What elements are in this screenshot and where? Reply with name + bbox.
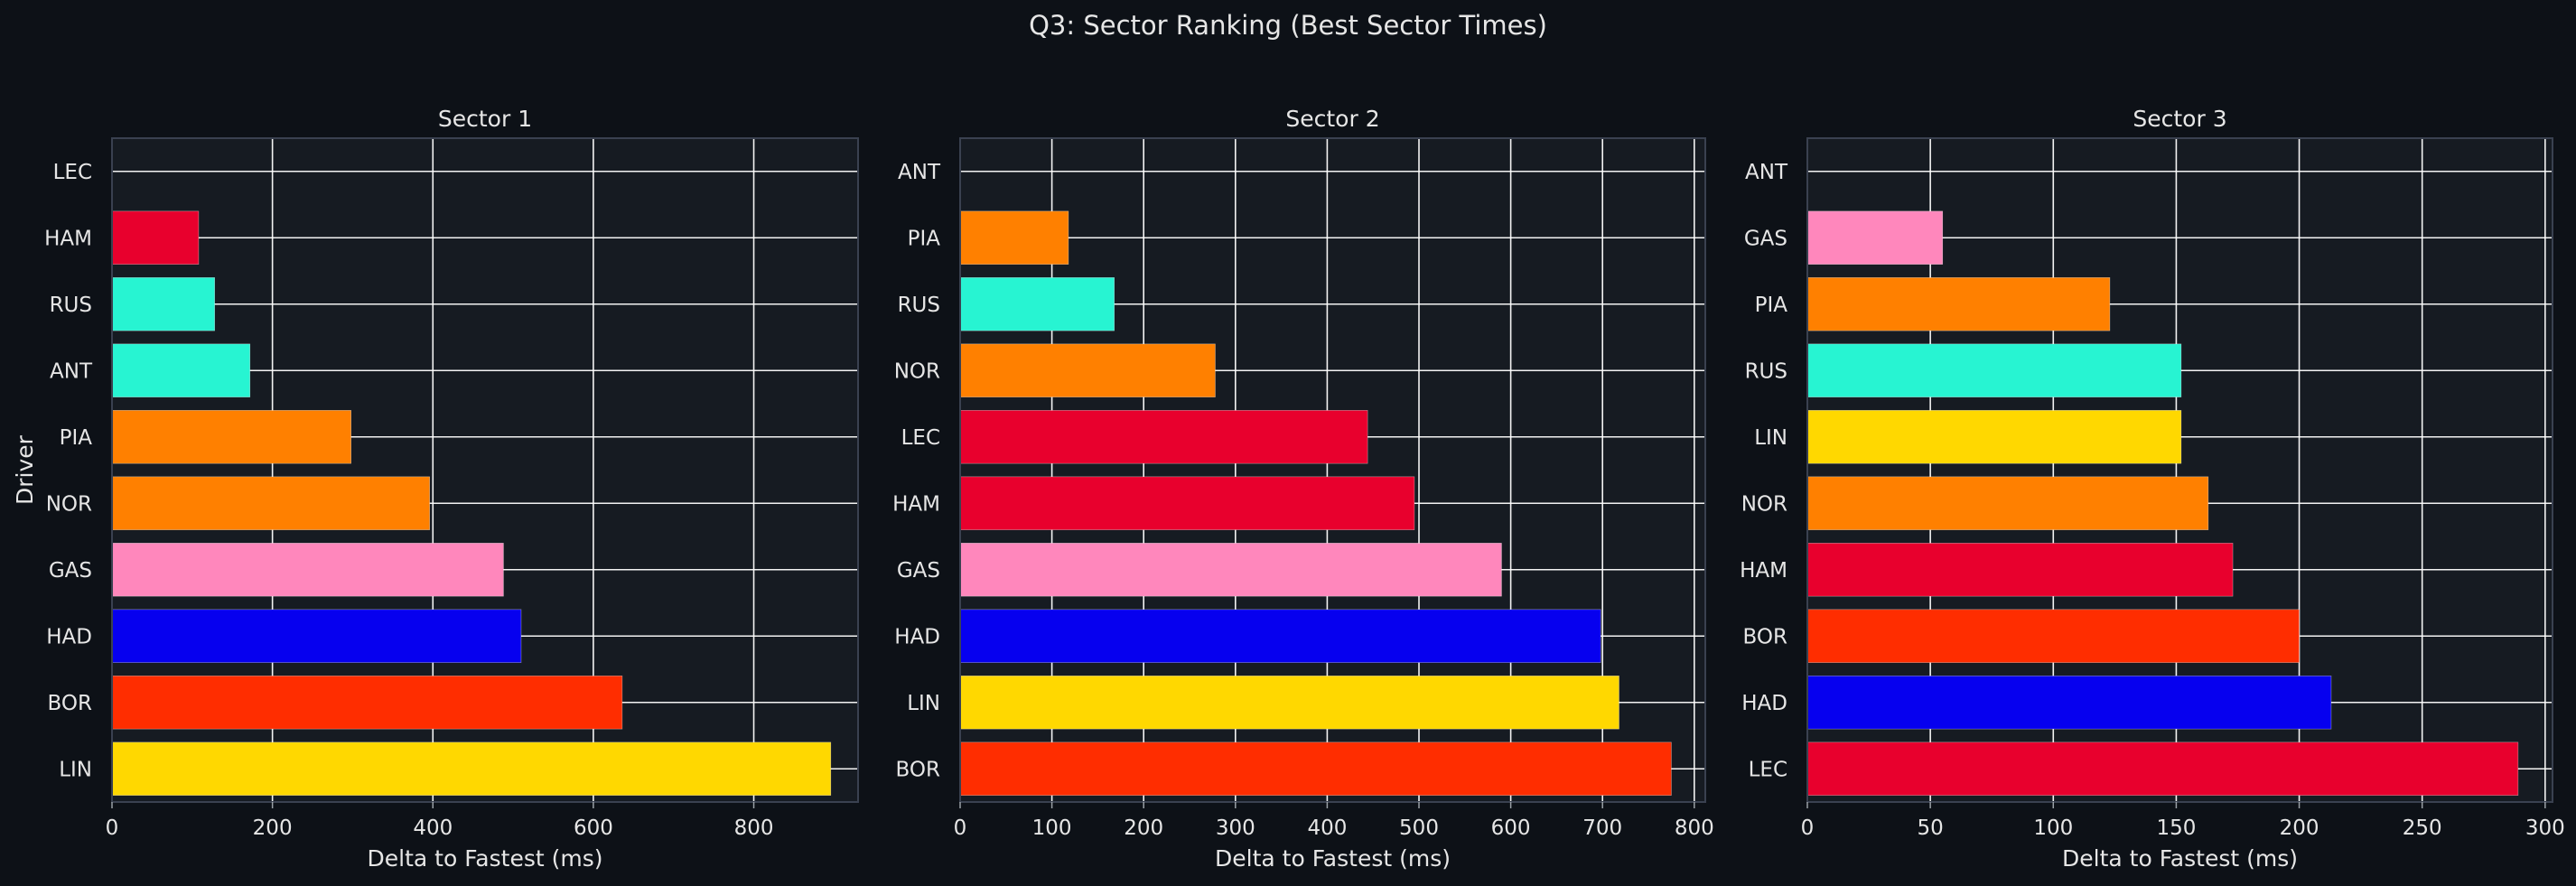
- x-tick-label: 700: [1582, 816, 1622, 840]
- bar-nor: [959, 343, 1216, 397]
- x-tick-label: 0: [1801, 816, 1815, 840]
- x-tick-label: 100: [2033, 816, 2073, 840]
- figure-title: Q3: Sector Ranking (Best Sector Times): [1029, 10, 1547, 41]
- y-tick-label: BOR: [896, 758, 940, 781]
- bar-rus: [1806, 343, 2182, 397]
- bar-lec: [1806, 741, 2519, 796]
- chart-panels: LEC HAM RUS ANT PIA NOR GAS HAD BOR LIN 0 200 400 600…: [12, 106, 2565, 872]
- y-tick-label: HAM: [44, 227, 92, 250]
- x-tick-label: 500: [1399, 816, 1439, 840]
- bar-bor: [959, 741, 1672, 796]
- bar-ant: [111, 343, 251, 397]
- y-tick-label: HAD: [46, 625, 92, 648]
- y-tick-label: NOR: [1741, 492, 1787, 516]
- x-tick-label: 200: [253, 816, 293, 840]
- x-tick-label: 800: [1675, 816, 1714, 840]
- y-tick-label: HAM: [1740, 559, 1787, 583]
- x-tick-label: 150: [2156, 816, 2196, 840]
- y-tick-label: LIN: [1754, 426, 1787, 450]
- y-tick-label: PIA: [60, 426, 93, 450]
- x-tick-label: 200: [2280, 816, 2319, 840]
- y-tick-label: LIN: [59, 758, 92, 781]
- y-tick-label: RUS: [50, 294, 92, 317]
- x-tick-label: 300: [1216, 816, 1255, 840]
- y-tick-label: BOR: [1743, 625, 1787, 648]
- bar-rus: [959, 277, 1115, 331]
- bar-gas: [111, 543, 504, 597]
- panel-title: Sector 2: [1285, 106, 1379, 132]
- bar-had: [959, 609, 1601, 663]
- bar-had: [111, 609, 522, 663]
- bar-gas: [959, 543, 1502, 597]
- bar-ham: [959, 476, 1415, 530]
- x-tick-label: 400: [1307, 816, 1347, 840]
- axes-frame: [959, 137, 1706, 803]
- bar-gas: [1806, 210, 1944, 265]
- y-tick-label: LEC: [901, 426, 940, 450]
- panel-title: Sector 3: [2133, 106, 2226, 132]
- bar-ham: [1806, 543, 2234, 597]
- y-tick-label: ANT: [1745, 161, 1788, 184]
- bar-pia: [959, 210, 1069, 265]
- x-tick-label: 400: [413, 816, 453, 840]
- x-axis-label: Delta to Fastest (ms): [1215, 845, 1451, 872]
- bar-pia: [1806, 277, 2111, 331]
- bar-lin: [959, 676, 1619, 730]
- y-tick-label: HAM: [892, 492, 940, 516]
- y-tick-label: NOR: [894, 359, 940, 383]
- chart-panel-3: ANT GAS PIA RUS LIN NOR HAM BOR HAD LEC 0 50 100 150 2…: [1740, 106, 2565, 872]
- bar-bor: [1806, 609, 2300, 663]
- chart-panel-2: ANT PIA RUS NOR LEC HAM GAS HAD LIN BOR 0 100 200 300…: [892, 106, 1714, 872]
- chart-panel-1: LEC HAM RUS ANT PIA NOR GAS HAD BOR LIN 0 200 400 600…: [12, 106, 859, 872]
- y-tick-label: PIA: [908, 227, 941, 250]
- y-axis-label: Driver: [12, 434, 38, 505]
- x-axis-label: Delta to Fastest (ms): [2062, 845, 2298, 872]
- bar-ham: [111, 210, 200, 265]
- y-tick-label: RUS: [898, 294, 940, 317]
- x-tick-label: 0: [106, 816, 119, 840]
- y-tick-label: PIA: [1755, 294, 1788, 317]
- x-tick-label: 800: [734, 816, 774, 840]
- bar-rus: [111, 277, 215, 331]
- y-tick-label: HAD: [1741, 692, 1787, 715]
- bar-lec: [959, 410, 1368, 464]
- y-tick-label: NOR: [46, 492, 92, 516]
- x-tick-label: 600: [574, 816, 613, 840]
- bar-lin: [111, 741, 832, 796]
- bar-had: [1806, 676, 2332, 730]
- bar-bor: [111, 676, 623, 730]
- bar-pia: [111, 410, 351, 464]
- axes-frame: [111, 137, 859, 803]
- x-tick-label: 50: [1917, 816, 1943, 840]
- bar-nor: [111, 476, 431, 530]
- y-tick-label: GAS: [897, 559, 940, 583]
- y-tick-label: HAD: [894, 625, 940, 648]
- y-tick-label: ANT: [898, 161, 941, 184]
- x-tick-label: 600: [1491, 816, 1531, 840]
- bar-nor: [1806, 476, 2209, 530]
- x-tick-label: 250: [2403, 816, 2442, 840]
- x-tick-label: 300: [2525, 816, 2565, 840]
- axes-frame: [1806, 137, 2553, 803]
- x-tick-label: 200: [1124, 816, 1163, 840]
- panel-title: Sector 1: [438, 106, 532, 132]
- x-axis-label: Delta to Fastest (ms): [368, 845, 603, 872]
- bar-lin: [1806, 410, 2182, 464]
- y-tick-label: GAS: [1744, 227, 1787, 250]
- y-tick-label: ANT: [50, 359, 93, 383]
- y-tick-label: LIN: [907, 692, 940, 715]
- y-tick-label: LEC: [53, 161, 92, 184]
- x-tick-label: 0: [954, 816, 967, 840]
- x-tick-label: 100: [1032, 816, 1072, 840]
- y-tick-label: LEC: [1749, 758, 1787, 781]
- y-tick-label: GAS: [49, 559, 92, 583]
- y-tick-label: RUS: [1745, 359, 1787, 383]
- y-tick-label: BOR: [48, 692, 92, 715]
